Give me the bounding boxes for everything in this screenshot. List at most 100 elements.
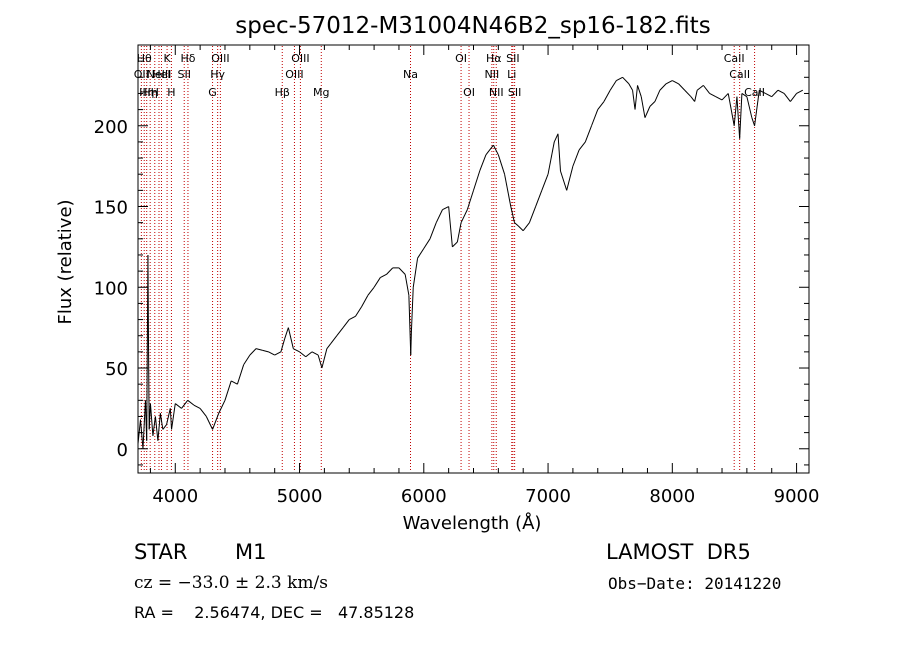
spectrum-segment-23	[212, 413, 220, 430]
spectrum-segment-26	[230, 380, 238, 385]
spectrum-segment-39	[305, 351, 313, 358]
spectrum-segment-25	[224, 380, 232, 401]
x-tick-label-3: 7000	[525, 486, 571, 507]
spectrum-segment-37	[293, 348, 300, 353]
line-label-9: SII	[177, 68, 190, 81]
line-label-6: HeI	[152, 68, 170, 81]
spectrum-segment-89	[572, 149, 580, 167]
spectrum-segment-57	[408, 295, 412, 356]
spectrum-segment-106	[659, 83, 667, 91]
spectrum-segment-102	[640, 96, 646, 118]
line-label-21: NII	[485, 68, 500, 81]
spectrum-segment-91	[584, 125, 593, 143]
spectrum-segment-40	[311, 351, 319, 356]
line-label-19: OI	[455, 52, 467, 65]
spectrum-segment-70	[466, 190, 474, 210]
spectrum-segment-19	[187, 399, 195, 406]
spectrum-segment-14	[166, 408, 171, 425]
spectrum-segment-121	[739, 93, 743, 139]
spectrum-segment-32	[268, 351, 275, 356]
spectrum-segment-122	[741, 93, 748, 98]
spectrum-segment-52	[380, 273, 387, 279]
spectrum-segment-62	[423, 238, 431, 249]
spectrum-segment-46	[342, 319, 350, 328]
line-label-26: SII	[508, 86, 521, 99]
spectrum-segment-83	[541, 174, 549, 191]
spectrum-segment-66	[448, 206, 453, 247]
y-tick-label-2: 100	[94, 278, 128, 299]
spectrum-segment-28	[243, 354, 251, 366]
line-label-16: OIII	[291, 52, 309, 65]
spectrum-segment-50	[367, 286, 375, 296]
spectrum-segment-114	[702, 85, 710, 94]
spectrum-segment-17	[174, 403, 182, 409]
spectrum-segment-7	[148, 403, 151, 430]
plot-frame	[137, 44, 810, 474]
line-label-24: Li	[507, 68, 516, 81]
spectrum-segment-108	[672, 80, 679, 85]
emission-line-markers	[140, 46, 756, 472]
spectrum-segment-123	[746, 96, 753, 118]
spectrum-segment-63	[429, 222, 437, 239]
line-label-10: Hδ	[180, 52, 195, 65]
y-tick-label-1: 50	[105, 359, 128, 380]
observation-date: Obs−Date: 20141220	[608, 574, 782, 593]
redshift-velocity: cz = −33.0 ± 2.3 km/s	[134, 573, 328, 593]
spectrum-segment-5	[147, 254, 150, 352]
spectrum-segment-43	[326, 343, 331, 349]
y-tick-label-4: 200	[94, 117, 128, 138]
spectrum-segment-53	[386, 267, 394, 275]
spectrum-segment-97	[622, 76, 630, 85]
line-label-17: Mg	[313, 86, 329, 99]
spectrum-segment-61	[417, 248, 425, 259]
spectrum-segment-118	[727, 93, 735, 126]
spectrum-segment-38	[299, 351, 307, 358]
spectrum-segment-84	[547, 141, 555, 175]
spectrum-segment-73	[485, 144, 494, 156]
spectrum-segment-24	[218, 400, 226, 414]
spectrum-segment-65	[442, 206, 449, 211]
spectrum-segment-125	[754, 90, 760, 126]
spectrum-segment-99	[632, 90, 636, 110]
spectrum-segment-58	[410, 332, 412, 356]
emission-line-labels: OIIHθHηHηHNeIIIHeIKHSIIHδGHγOIIIHβOIIIOI…	[134, 52, 765, 99]
spectrum-segment-60	[412, 258, 419, 288]
spectrum-segment-64	[435, 209, 443, 223]
spectrum-segment-78	[514, 222, 519, 227]
spectrum-segment-94	[603, 89, 611, 102]
line-label-4: H	[151, 86, 159, 99]
spectrum-segment-71	[473, 170, 481, 191]
line-label-8: H	[167, 86, 175, 99]
ra-dec-coordinates: RA = 2.56474, DEC = 47.85128	[134, 603, 415, 622]
spectrum-segment-45	[336, 327, 344, 337]
spectrum-segment-56	[404, 274, 410, 296]
spectrum-segment-35	[284, 327, 289, 340]
spectrum-segment-68	[456, 222, 462, 243]
spectrum-segment-16	[171, 403, 176, 430]
spectrum-segment-47	[349, 315, 356, 321]
spectrum-segment-130	[783, 93, 791, 102]
spectrum-segment-93	[597, 101, 605, 110]
spectrum-segment-119	[733, 96, 738, 126]
spectrum-segment-82	[535, 190, 543, 207]
spectrum-segment-127	[765, 93, 772, 98]
spectrum-segment-103	[644, 106, 651, 118]
spectrum-segment-42	[321, 348, 328, 369]
spectrum-segment-124	[751, 117, 756, 126]
spectrum-segment-117	[721, 93, 729, 101]
spectrum-segment-44	[330, 335, 338, 345]
spectrum-segment-96	[616, 76, 623, 81]
spectrum-segment-29	[249, 348, 257, 356]
y-tick-label-3: 150	[94, 198, 128, 219]
spectrum-segment-104	[649, 101, 656, 107]
spectrum-segment-74	[492, 144, 499, 156]
spectrum-segment-85	[553, 133, 559, 143]
spectrum-segment-79	[517, 225, 524, 232]
line-label-3: Hη	[143, 86, 158, 99]
chart-title: spec-57012-M31004N46B2_sp16-182.fits	[235, 13, 710, 39]
spectrum-segment-15	[169, 408, 173, 430]
spectrum-segment-49	[361, 295, 369, 307]
x-tick-label-4: 8000	[649, 486, 695, 507]
spectrum-segment-10	[154, 416, 159, 441]
line-label-27: CaII	[724, 52, 745, 65]
